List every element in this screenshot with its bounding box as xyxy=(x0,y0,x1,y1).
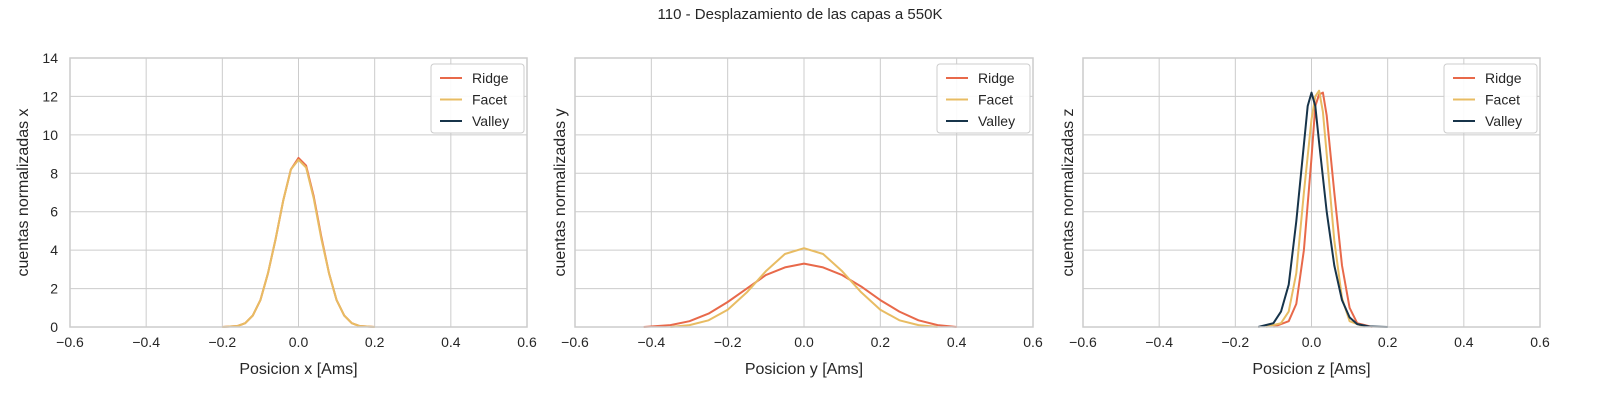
series-line-ridge xyxy=(643,262,957,328)
legend-label: Valley xyxy=(472,113,509,129)
x-tick-label: 0.2 xyxy=(1378,334,1398,350)
x-tick-label: 0.6 xyxy=(1023,334,1043,350)
series-line-facet xyxy=(222,158,375,328)
y-axis-label: cuentas normalizadas y xyxy=(552,108,569,276)
legend-label: Ridge xyxy=(472,70,509,86)
x-axis-label: Posicion y [Ams] xyxy=(745,361,863,378)
x-axis-label: Posicion x [Ams] xyxy=(239,361,357,378)
legend: Ridge Facet Valley xyxy=(1443,63,1538,134)
x-tick-label: 0.2 xyxy=(365,334,385,350)
x-tick-label: 0.0 xyxy=(794,334,814,350)
x-tick-label: 0.0 xyxy=(289,334,309,350)
series-line-valley xyxy=(1257,91,1388,328)
legend-label: Ridge xyxy=(978,70,1015,86)
x-tick-label: −0.6 xyxy=(56,334,84,350)
axes-frame xyxy=(1082,57,1541,328)
legend-label: Facet xyxy=(472,92,507,108)
x-tick-label: −0.2 xyxy=(209,334,237,350)
y-tick-label: 4 xyxy=(50,242,58,258)
y-tick-label: 8 xyxy=(50,165,58,181)
x-tick-label: −0.4 xyxy=(638,334,666,350)
legend-box xyxy=(430,63,525,134)
x-tick-label: 0.6 xyxy=(517,334,537,350)
legend-label: Valley xyxy=(978,113,1015,129)
x-tick-label: 0.0 xyxy=(1302,334,1322,350)
x-tick-label: −0.4 xyxy=(132,334,160,350)
x-tick-label: 0.2 xyxy=(871,334,891,350)
y-tick-label: 2 xyxy=(50,281,58,297)
x-tick-label: −0.6 xyxy=(561,334,589,350)
legend-box xyxy=(936,63,1031,134)
series-line-ridge xyxy=(1273,91,1373,328)
legend: Ridge Facet Valley xyxy=(430,63,525,134)
axes-frame xyxy=(69,57,528,328)
y-tick-label: 6 xyxy=(50,204,58,220)
x-tick-label: 0.4 xyxy=(1454,334,1474,350)
x-tick-label: 0.4 xyxy=(947,334,967,350)
series-line-facet xyxy=(670,247,938,328)
x-tick-label: 0.4 xyxy=(441,334,461,350)
legend-label: Facet xyxy=(1485,92,1520,108)
y-tick-label: 12 xyxy=(42,88,58,104)
x-tick-label: −0.4 xyxy=(1145,334,1173,350)
x-tick-label: −0.2 xyxy=(1222,334,1250,350)
x-axis-label: Posicion z [Ams] xyxy=(1252,361,1370,378)
y-axis-label: cuentas normalizadas x xyxy=(15,108,32,276)
figure-title: 110 - Desplazamiento de las capas a 550K xyxy=(657,6,943,23)
series-line-facet xyxy=(1265,89,1366,328)
subplot-3: −0.6 −0.4 −0.2 0.0 0.2 0.4 0.6 Posicion z [Ams]… xyxy=(1060,57,1550,378)
y-tick-label: 0 xyxy=(50,319,58,335)
legend-box xyxy=(1443,63,1538,134)
x-tick-label: −0.2 xyxy=(714,334,742,350)
subplot-1: −0.6 −0.4 −0.2 0.0 0.2 0.4 0.6 0 2 4 6 8 10 12 14 Posic… xyxy=(15,50,537,378)
x-tick-label: −0.6 xyxy=(1069,334,1097,350)
legend: Ridge Facet Valley xyxy=(936,63,1031,134)
legend-label: Ridge xyxy=(1485,70,1522,86)
legend-label: Facet xyxy=(978,92,1013,108)
axes-frame xyxy=(574,57,1034,328)
subplot-2: −0.6 −0.4 −0.2 0.0 0.2 0.4 0.6 Posicion y [Ams]… xyxy=(552,57,1043,378)
x-tick-label: 0.6 xyxy=(1530,334,1550,350)
y-axis-label: cuentas normalizadas z xyxy=(1060,108,1077,276)
y-tick-label: 14 xyxy=(42,50,58,66)
legend-label: Valley xyxy=(1485,113,1522,129)
y-tick-label: 10 xyxy=(42,127,58,143)
